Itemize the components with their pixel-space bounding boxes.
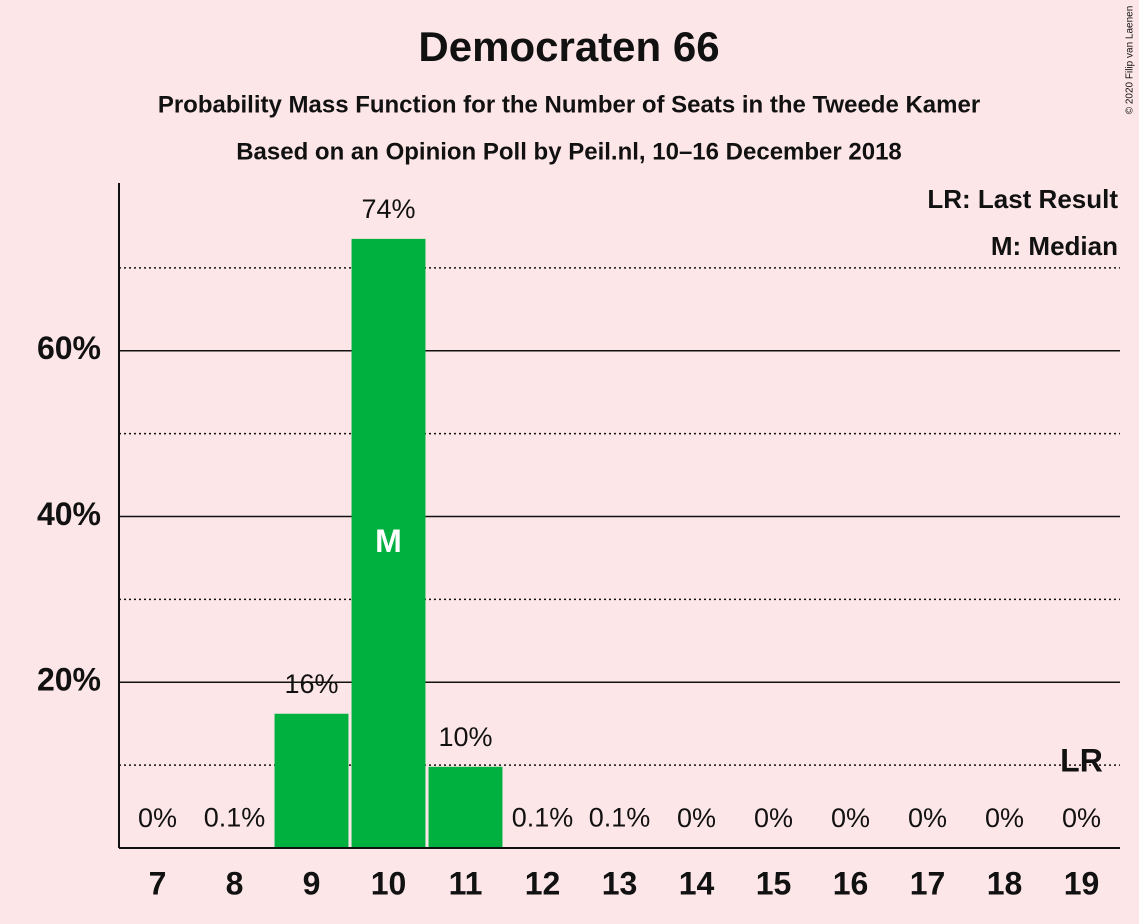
value-label: 16% (284, 669, 338, 699)
value-label: 0.1% (204, 802, 266, 832)
value-label: 0% (754, 803, 793, 833)
bar (428, 766, 503, 848)
chart-title: Democraten 66 (418, 23, 719, 70)
x-tick-label: 13 (602, 865, 638, 901)
y-tick-label: 20% (37, 662, 101, 698)
legend-entry: LR: Last Result (927, 184, 1118, 214)
value-label: 0% (1062, 803, 1101, 833)
chart-subtitle: Probability Mass Function for the Number… (158, 91, 980, 118)
last-result-marker: LR (1060, 743, 1103, 779)
value-label: 0% (985, 803, 1024, 833)
x-tick-label: 18 (987, 865, 1023, 901)
x-tick-label: 10 (371, 865, 407, 901)
legend-entry: M: Median (991, 231, 1118, 261)
x-tick-label: 16 (833, 865, 869, 901)
x-tick-label: 12 (525, 865, 561, 901)
chart-subtitle: Based on an Opinion Poll by Peil.nl, 10–… (236, 138, 902, 165)
y-tick-label: 60% (37, 330, 101, 366)
copyright: © 2020 Filip van Laenen (1125, 6, 1136, 115)
value-label: 0% (908, 803, 947, 833)
value-label: 0% (138, 803, 177, 833)
x-tick-label: 9 (303, 865, 321, 901)
value-label: 10% (438, 722, 492, 752)
x-tick-label: 7 (149, 865, 167, 901)
x-tick-label: 17 (910, 865, 946, 901)
x-tick-label: 14 (679, 865, 715, 901)
x-tick-label: 15 (756, 865, 792, 901)
x-tick-label: 11 (449, 865, 483, 901)
bar (351, 238, 426, 848)
value-label: 0% (677, 803, 716, 833)
median-marker: M (375, 523, 402, 559)
value-label: 74% (361, 194, 415, 224)
y-tick-label: 40% (37, 496, 101, 532)
x-tick-label: 8 (226, 865, 244, 901)
value-label: 0.1% (589, 802, 651, 832)
x-tick-label: 19 (1064, 865, 1100, 901)
value-label: 0.1% (512, 802, 574, 832)
value-label: 0% (831, 803, 870, 833)
bar (274, 713, 349, 848)
